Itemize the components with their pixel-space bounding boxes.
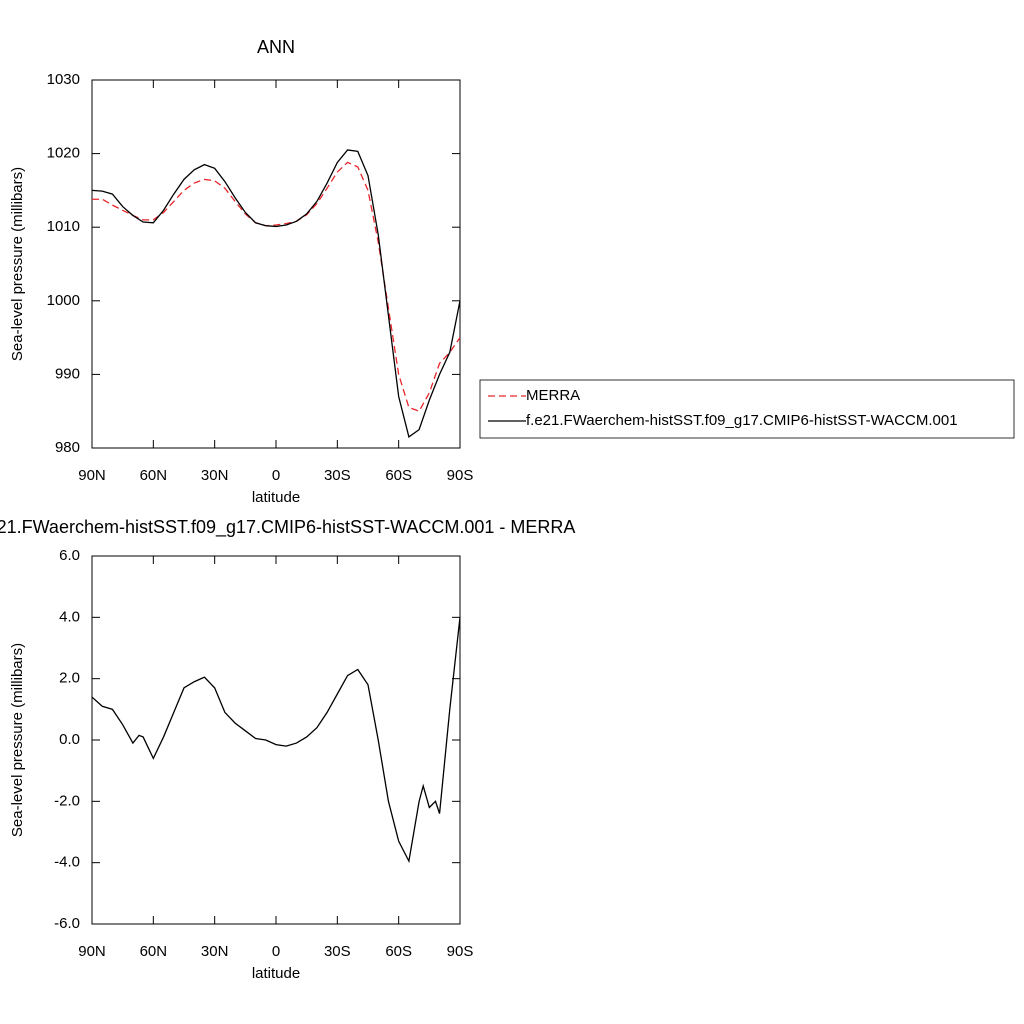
- x-tick-label: 60N: [140, 943, 168, 960]
- chart-title: ANN: [257, 37, 295, 57]
- y-tick-label: 990: [55, 365, 80, 382]
- x-tick-label: 30S: [324, 467, 351, 484]
- y-tick-label: 1020: [47, 145, 80, 162]
- plot-frame: [91, 555, 461, 925]
- y-tick-label: 1010: [47, 218, 80, 235]
- y-tick-label: 6.0: [59, 547, 80, 564]
- chart-title: f.e21.FWaerchem-histSST.f09_g17.CMIP6-hi…: [0, 517, 575, 538]
- x-axis-label: latitude: [252, 489, 300, 506]
- x-axis-label: latitude: [252, 965, 300, 982]
- legend-label: f.e21.FWaerchem-histSST.f09_g17.CMIP6-hi…: [526, 412, 958, 429]
- y-tick-label: 980: [55, 439, 80, 456]
- data-line: [91, 617, 461, 864]
- y-tick-label: 0.0: [59, 731, 80, 748]
- x-tick-label: 90N: [78, 943, 106, 960]
- y-tick-label: 2.0: [59, 670, 80, 687]
- data-line: [92, 161, 461, 412]
- data-line: [91, 149, 461, 439]
- y-tick-label: -6.0: [54, 915, 80, 932]
- legend-box: [479, 379, 1015, 439]
- y-axis-label: Sea-level pressure (millibars): [9, 643, 26, 837]
- y-tick-label: 4.0: [59, 608, 80, 625]
- legend-label: MERRA: [526, 387, 580, 404]
- y-axis-label: Sea-level pressure (millibars): [9, 167, 26, 361]
- x-tick-label: 60N: [140, 467, 168, 484]
- x-tick-label: 60S: [385, 943, 412, 960]
- x-tick-label: 30N: [201, 943, 229, 960]
- x-tick-label: 30N: [201, 467, 229, 484]
- y-tick-label: 1000: [47, 292, 80, 309]
- x-tick-label: 0: [272, 943, 280, 960]
- x-tick-label: 30S: [324, 943, 351, 960]
- x-tick-label: 90S: [447, 467, 474, 484]
- y-tick-label: -4.0: [54, 854, 80, 871]
- y-tick-label: 1030: [47, 71, 80, 88]
- plot-frame: [91, 79, 461, 449]
- y-tick-label: -2.0: [54, 792, 80, 809]
- x-tick-label: 60S: [385, 467, 412, 484]
- x-tick-label: 90N: [78, 467, 106, 484]
- x-tick-label: 0: [272, 467, 280, 484]
- x-tick-label: 90S: [447, 943, 474, 960]
